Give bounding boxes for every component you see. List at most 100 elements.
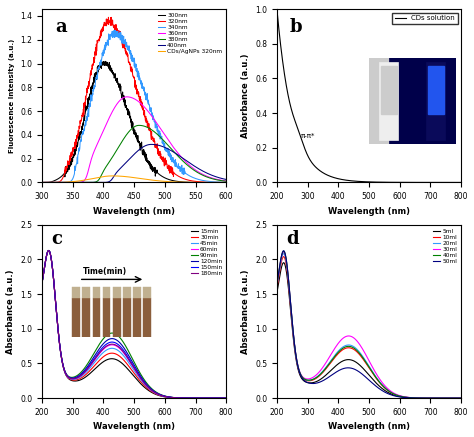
- 120min: [46, 248, 52, 253]
- CDs/AgNPs 320nm: [60, 180, 65, 185]
- 30min: [151, 390, 157, 395]
- Text: π-π*: π-π*: [301, 133, 315, 139]
- 150min: [223, 395, 229, 401]
- 60min: [223, 395, 229, 401]
- 180min: [157, 392, 163, 397]
- 320nm: [106, 15, 111, 20]
- 380nm: [201, 173, 207, 178]
- 180min: [39, 281, 45, 286]
- 90min: [39, 281, 45, 286]
- 90min: [151, 388, 157, 393]
- 180min: [223, 395, 229, 401]
- 20ml: [414, 395, 420, 401]
- Line: CDs solution: CDs solution: [277, 9, 461, 182]
- 320nm: [119, 42, 125, 47]
- Legend: CDs solution: CDs solution: [392, 13, 458, 24]
- 60min: [51, 276, 56, 281]
- Line: 10ml: 10ml: [277, 257, 461, 398]
- 400nm: [201, 169, 207, 174]
- 400nm: [88, 180, 93, 185]
- 320nm: [227, 180, 232, 185]
- 400nm: [119, 164, 125, 170]
- 360nm: [88, 159, 93, 164]
- 10ml: [381, 385, 387, 390]
- CDs solution: [375, 180, 381, 185]
- 90min: [223, 395, 229, 401]
- 50ml: [281, 248, 286, 253]
- 300nm: [119, 92, 125, 97]
- 150min: [51, 276, 56, 281]
- 30min: [179, 395, 185, 401]
- 20ml: [386, 388, 392, 394]
- 120min: [157, 392, 163, 397]
- Line: 340nm: 340nm: [42, 30, 229, 182]
- 380nm: [119, 139, 125, 144]
- Line: 15min: 15min: [42, 250, 226, 398]
- 300nm: [181, 179, 186, 184]
- 10ml: [458, 395, 464, 401]
- 20ml: [392, 392, 397, 397]
- 10ml: [392, 392, 397, 397]
- 30ml: [433, 395, 438, 401]
- 340nm: [112, 28, 118, 33]
- 60min: [157, 392, 163, 397]
- 50ml: [414, 395, 420, 401]
- 340nm: [173, 158, 178, 163]
- Line: 380nm: 380nm: [42, 125, 229, 182]
- CDs/AgNPs 320nm: [201, 180, 207, 185]
- 60min: [151, 389, 157, 395]
- 300nm: [39, 180, 45, 185]
- CDs/AgNPs 320nm: [181, 180, 186, 185]
- 15min: [151, 391, 157, 396]
- Legend: 15min, 30min, 45min, 60min, 90min, 120min, 150min, 180min: 15min, 30min, 45min, 60min, 90min, 120mi…: [190, 228, 223, 277]
- 120min: [51, 275, 56, 281]
- 340nm: [88, 97, 93, 102]
- 50ml: [274, 281, 280, 286]
- 30ml: [458, 395, 464, 401]
- Legend: 5ml, 10ml, 20ml, 30ml, 40ml, 50ml: 5ml, 10ml, 20ml, 30ml, 40ml, 50ml: [432, 228, 458, 265]
- 120min: [146, 385, 152, 390]
- 5ml: [414, 395, 420, 401]
- 120min: [223, 395, 229, 401]
- 90min: [157, 392, 163, 397]
- 300nm: [98, 57, 104, 62]
- 40ml: [386, 388, 392, 394]
- 5ml: [458, 395, 464, 401]
- Line: 40ml: 40ml: [277, 251, 461, 398]
- Line: 20ml: 20ml: [277, 253, 461, 398]
- CDs/AgNPs 320nm: [227, 180, 232, 185]
- 30ml: [274, 282, 280, 287]
- Line: 150min: 150min: [42, 250, 226, 398]
- 45min: [39, 281, 45, 286]
- 50ml: [286, 276, 292, 281]
- Line: 5ml: 5ml: [277, 263, 461, 398]
- 360nm: [119, 96, 125, 101]
- X-axis label: Wavelength (nm): Wavelength (nm): [328, 423, 410, 431]
- X-axis label: Wavelength (nm): Wavelength (nm): [93, 423, 175, 431]
- 360nm: [181, 156, 186, 162]
- Line: 30ml: 30ml: [277, 252, 461, 398]
- 300nm: [201, 180, 207, 185]
- 340nm: [181, 172, 186, 177]
- 45min: [146, 386, 152, 392]
- 45min: [179, 395, 185, 401]
- Line: 30min: 30min: [42, 250, 226, 398]
- 380nm: [60, 180, 65, 185]
- 30min: [157, 393, 163, 398]
- 20ml: [433, 395, 438, 401]
- 40ml: [286, 276, 292, 281]
- 40ml: [433, 395, 438, 401]
- 180min: [51, 276, 56, 281]
- Legend: 300nm, 320nm, 340nm, 360nm, 380nm, 400nm, CDs/AgNPs 320nm: 300nm, 320nm, 340nm, 360nm, 380nm, 400nm…: [156, 12, 223, 55]
- 320nm: [39, 180, 45, 185]
- 380nm: [227, 179, 232, 184]
- 30ml: [281, 249, 286, 254]
- Line: 400nm: 400nm: [42, 144, 229, 182]
- CDs solution: [371, 180, 376, 185]
- CDs/AgNPs 320nm: [110, 173, 116, 179]
- 50ml: [458, 395, 464, 401]
- 380nm: [173, 151, 178, 156]
- 5ml: [433, 395, 438, 401]
- 320nm: [88, 73, 93, 78]
- 340nm: [39, 180, 45, 185]
